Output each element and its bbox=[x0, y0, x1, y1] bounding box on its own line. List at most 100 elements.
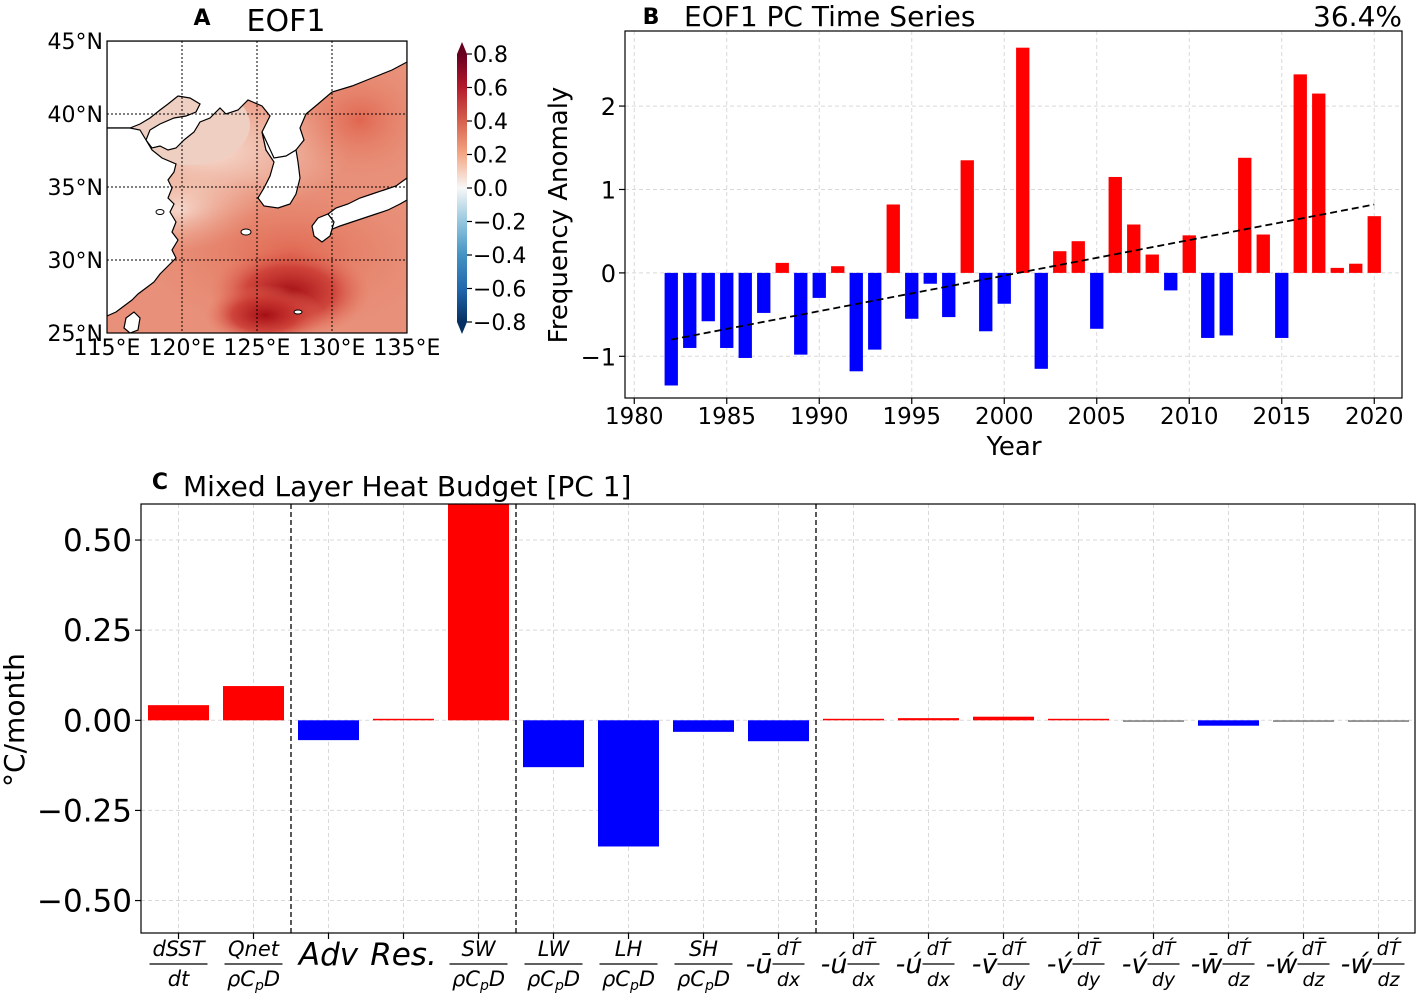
pc-bar-1995 bbox=[905, 272, 919, 319]
category-denominator: dy bbox=[1152, 969, 1176, 991]
variance-explained: 36.4% bbox=[1313, 0, 1402, 33]
pc-bar-2001 bbox=[1016, 47, 1030, 273]
category-denominator: ρCpD bbox=[227, 967, 280, 994]
budget-bar-3 bbox=[373, 718, 434, 721]
category-label-13: -v́ dT́ dy bbox=[1122, 938, 1180, 991]
pc-bar-2010 bbox=[1182, 235, 1196, 273]
category-label-16: -ẃ dT́ dz bbox=[1341, 938, 1405, 991]
category-label-5: LW ρCpD bbox=[524, 937, 583, 994]
panel-b-pc-series: 1980 1985 1990 1995 2000 2005 2010 2015 2020 2 1 0 −… bbox=[544, 0, 1404, 462]
category-denominator: dz bbox=[1302, 969, 1325, 991]
subscript: p bbox=[554, 978, 564, 994]
category-label-14: -w̄ dT́ dz bbox=[1191, 938, 1255, 991]
category-denominator: dx bbox=[777, 969, 801, 991]
colorbar: 0.8 0.6 0.4 0.2 0.0 −0.2 −0.4 −0.6 −0.8 bbox=[457, 42, 526, 336]
category-label-15: -ẃ dT̄ dz bbox=[1266, 936, 1330, 991]
category-prefix: -v̄ bbox=[972, 949, 999, 980]
subscript: p bbox=[704, 978, 714, 994]
pc-bar-2003 bbox=[1053, 251, 1067, 273]
category-label-11: -v̄ dT́ dy bbox=[972, 938, 1030, 991]
panel-b-frame bbox=[624, 30, 1403, 399]
pc-bar-1984 bbox=[701, 272, 715, 322]
budget-bar-2 bbox=[298, 720, 359, 741]
panel-b-title: EOF1 PC Time Series bbox=[684, 0, 975, 33]
map-lat-tick-label: 45°N bbox=[48, 30, 103, 55]
land-jeju bbox=[240, 228, 252, 236]
panel-b-ytick-label: 2 bbox=[601, 93, 616, 121]
panel-c-ytick-label: 0.50 bbox=[63, 523, 132, 559]
category-label-1: Qnet ρCpD bbox=[224, 937, 283, 994]
pc-bar-1985 bbox=[720, 272, 734, 348]
pc-bar-1994 bbox=[886, 204, 900, 273]
pc-bar-1982 bbox=[664, 272, 678, 386]
category-label-12: -v́ dT̄ dy bbox=[1047, 936, 1105, 991]
category-label-3: Res. bbox=[370, 937, 437, 973]
map-lon-tick-label: 130°E bbox=[299, 336, 366, 361]
panel-b-xtick-label: 1995 bbox=[882, 404, 941, 430]
panel-b-xlabel: Year bbox=[985, 432, 1041, 462]
category-label-8: -ū dT́ dx bbox=[746, 938, 805, 991]
category-numerator: LH bbox=[615, 937, 643, 961]
trend-line bbox=[671, 203, 1375, 341]
pc-bar-2020 bbox=[1367, 216, 1381, 273]
land-mainland-south bbox=[107, 127, 179, 317]
colorbar-upper-arrow bbox=[457, 42, 467, 54]
budget-bar-7 bbox=[673, 720, 734, 732]
pc-bar-1996 bbox=[923, 272, 937, 284]
panel-b-xtick-label: 2020 bbox=[1345, 404, 1404, 430]
budget-bar-11 bbox=[973, 716, 1034, 721]
land-islet-1 bbox=[155, 209, 165, 215]
category-numerator: dT́ bbox=[1227, 938, 1252, 960]
colorbar-tick-label: 0.2 bbox=[473, 144, 508, 169]
budget-bar-8 bbox=[748, 720, 809, 742]
pc-bar-1999 bbox=[979, 272, 993, 332]
category-numerator: dT̄ bbox=[1077, 936, 1102, 960]
pc-bar-2005 bbox=[1090, 272, 1104, 329]
category-prefix: -w̄ bbox=[1191, 949, 1224, 980]
budget-bar-14 bbox=[1198, 720, 1259, 726]
panel-b-xtick-label: 2015 bbox=[1252, 404, 1311, 430]
pc-bar-2007 bbox=[1127, 224, 1141, 273]
pc-bar-2006 bbox=[1108, 176, 1122, 273]
category-prefix: -v́ bbox=[1047, 949, 1074, 980]
colorbar-gradient bbox=[457, 54, 467, 322]
category-denominator: dy bbox=[1077, 969, 1101, 991]
budget-bar-9 bbox=[823, 718, 884, 721]
category-numerator: LW bbox=[538, 937, 571, 961]
pc-bar-1993 bbox=[868, 272, 882, 350]
category-numerator: SW bbox=[461, 937, 496, 961]
pc-bar-2011 bbox=[1201, 272, 1215, 338]
panel-c-ytick-label: 0.00 bbox=[63, 703, 132, 739]
land-korea bbox=[257, 131, 301, 209]
panel-b-ytick-label: −1 bbox=[581, 343, 616, 371]
category-label-9: -ú dT̄ dx bbox=[821, 936, 880, 991]
category-label-10: -ú dT́ dx bbox=[896, 938, 955, 991]
panel-c-ytick-label: −0.25 bbox=[37, 793, 132, 829]
land-islet-2 bbox=[293, 309, 303, 315]
pc-bar-1987 bbox=[757, 272, 771, 313]
panel-c-title: Mixed Layer Heat Budget [PC 1] bbox=[183, 470, 631, 503]
subscript: p bbox=[479, 978, 489, 994]
category-denominator: ρCpD bbox=[602, 967, 655, 994]
budget-bar-16 bbox=[1348, 720, 1409, 722]
pc-bar-2009 bbox=[1164, 272, 1178, 291]
panel-b-ylabel: Frequency Anomaly bbox=[544, 87, 574, 344]
pc-bar-2016 bbox=[1293, 74, 1307, 273]
budget-bar-0 bbox=[148, 705, 209, 721]
pc-bar-1983 bbox=[683, 272, 697, 348]
category-text: Res. bbox=[370, 937, 437, 973]
category-numerator: dT̄ bbox=[852, 936, 877, 960]
category-prefix: -ú bbox=[896, 949, 923, 980]
category-numerator: SH bbox=[689, 937, 718, 961]
land-taiwan bbox=[123, 311, 141, 333]
pc-bar-2012 bbox=[1219, 272, 1233, 336]
budget-bar-1 bbox=[223, 686, 284, 721]
denominator-rest: D bbox=[639, 967, 655, 991]
pc-bar-2004 bbox=[1071, 241, 1085, 273]
category-label-2: Adv bbox=[297, 937, 359, 973]
budget-bar-13 bbox=[1123, 720, 1184, 722]
panel-b-xtick-label: 1990 bbox=[790, 404, 849, 430]
category-numerator: Qnet bbox=[228, 937, 280, 961]
category-prefix: -ū bbox=[746, 949, 773, 980]
